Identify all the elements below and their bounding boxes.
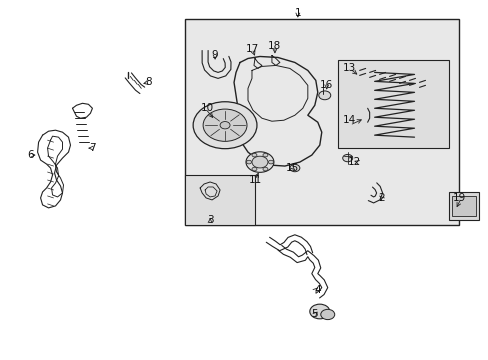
Circle shape	[263, 153, 267, 157]
Circle shape	[245, 152, 273, 172]
Circle shape	[251, 167, 256, 171]
Bar	[185, 19, 458, 225]
Text: 7: 7	[89, 143, 96, 153]
Text: 9: 9	[211, 50, 218, 60]
Circle shape	[203, 109, 246, 141]
Text: 8: 8	[144, 77, 151, 87]
Text: 17: 17	[245, 44, 258, 54]
Text: 11: 11	[248, 175, 261, 185]
Bar	[448, 192, 478, 220]
Text: 2: 2	[378, 193, 384, 203]
Bar	[185, 175, 254, 225]
Text: 13: 13	[343, 63, 356, 73]
Text: 12: 12	[347, 157, 361, 167]
Circle shape	[246, 160, 251, 164]
Circle shape	[263, 167, 267, 171]
Circle shape	[220, 122, 229, 129]
Bar	[451, 196, 475, 216]
Circle shape	[251, 156, 267, 168]
Text: 6: 6	[27, 150, 34, 160]
Text: 1: 1	[294, 8, 301, 18]
Text: 5: 5	[311, 310, 318, 319]
Text: 19: 19	[452, 193, 465, 203]
Circle shape	[320, 309, 334, 320]
Text: 3: 3	[206, 215, 213, 225]
Text: 4: 4	[314, 284, 321, 294]
Bar	[337, 60, 448, 148]
Circle shape	[251, 153, 256, 157]
Text: 16: 16	[320, 80, 333, 90]
Circle shape	[268, 160, 273, 164]
Text: 14: 14	[343, 115, 356, 125]
Text: 15: 15	[285, 163, 299, 173]
Text: 10: 10	[200, 103, 213, 113]
Circle shape	[289, 165, 299, 172]
Circle shape	[342, 154, 352, 162]
Circle shape	[318, 91, 330, 100]
Circle shape	[309, 304, 329, 319]
Circle shape	[193, 102, 256, 149]
Text: 18: 18	[268, 41, 281, 50]
